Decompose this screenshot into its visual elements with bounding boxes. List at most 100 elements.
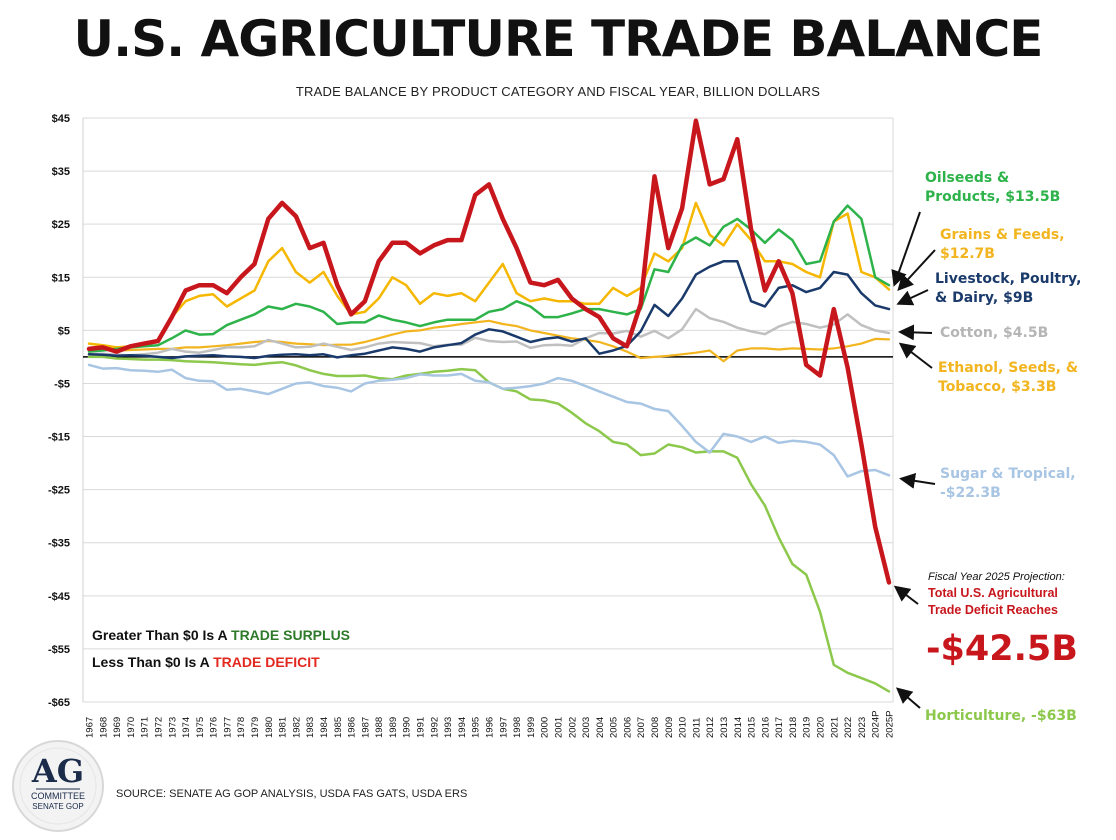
annotation-horticulture: Horticulture, -$63B xyxy=(925,708,1077,724)
x-tick-label: 1996 xyxy=(485,717,496,738)
series-line-oilseeds-products xyxy=(87,204,891,353)
annotation-livestock-poultry-dairy: Livestock, Poultry, & Dairy, $9B xyxy=(935,271,1081,306)
x-tick-label: 1969 xyxy=(112,717,123,738)
y-tick-label: -$15 xyxy=(48,432,70,444)
y-tick-label: -$45 xyxy=(48,591,70,603)
y-tick-label: $45 xyxy=(52,113,70,125)
x-tick-label: 1987 xyxy=(360,717,371,738)
source-note: SOURCE: SENATE AG GOP ANALYSIS, USDA FAS… xyxy=(116,788,468,800)
series-line-sugar-tropical xyxy=(87,363,891,478)
x-tick-label: 1995 xyxy=(471,717,482,738)
y-tick-label: -$5 xyxy=(54,378,70,390)
x-tick-label: 1990 xyxy=(402,717,413,738)
x-tick-label: 1985 xyxy=(333,717,344,738)
y-tick-label: $15 xyxy=(52,272,70,284)
annotation-ethanol-seeds-tobacco: Ethanol, Seeds, & Tobacco, $3.3B xyxy=(938,360,1078,395)
x-tick-label: 1981 xyxy=(278,717,289,738)
x-tick-label: 2022 xyxy=(843,717,854,738)
logo-senate-gop-text: SENATE GOP xyxy=(32,802,83,811)
deficit-word: TRADE DEFICIT xyxy=(213,654,320,670)
x-tick-label: 1983 xyxy=(305,717,316,738)
projection-line-2: Trade Deficit Reaches xyxy=(928,603,1058,617)
x-tick-label: 2013 xyxy=(719,717,730,738)
series-annotations: Oilseeds & Products, $13.5B Grains & Feeds… xyxy=(925,170,1081,724)
y-tick-label: -$55 xyxy=(48,644,70,656)
annotation-sugar-tropical: Sugar & Tropical, -$22.3B xyxy=(940,466,1076,501)
x-tick-label: 1989 xyxy=(388,717,399,738)
x-tick-label: 2011 xyxy=(691,718,702,738)
x-tick-label: 1972 xyxy=(153,717,164,738)
x-tick-label: 2009 xyxy=(664,717,675,738)
x-tick-label: 1993 xyxy=(443,717,454,738)
grid-lines xyxy=(82,117,894,703)
x-tick-label: 2008 xyxy=(650,717,661,738)
x-tick-label: 2004 xyxy=(595,717,606,738)
annotation-arrows xyxy=(891,211,936,709)
projection-callout: Fiscal Year 2025 Projection: Total U.S. A… xyxy=(926,571,1078,669)
x-tick-label: 1984 xyxy=(319,717,330,738)
annotation-grains-feeds: Grains & Feeds, $12.7B xyxy=(940,227,1065,262)
series-line-ethanol-seeds-tobacco xyxy=(87,319,891,363)
x-tick-label: 1971 xyxy=(140,717,151,738)
x-tick-label: 1977 xyxy=(222,717,233,738)
series-line-cotton xyxy=(87,307,891,357)
x-tick-label: 1986 xyxy=(347,717,358,738)
x-tick-label: 2017 xyxy=(774,717,785,738)
projection-arrow xyxy=(893,585,919,605)
projection-value: -$42.5B xyxy=(926,629,1078,669)
x-tick-label: 1999 xyxy=(526,717,537,738)
chart-subtitle: TRADE BALANCE BY PRODUCT CATEGORY AND FI… xyxy=(295,84,821,99)
x-tick-label: 2025P xyxy=(885,711,896,738)
x-tick-label: 2023 xyxy=(857,717,868,738)
x-tick-label: 1967 xyxy=(85,717,96,738)
x-tick-label: 1978 xyxy=(236,717,247,738)
deficit-note: Less Than $0 Is A TRADE DEFICIT xyxy=(92,654,320,670)
x-tick-label: 2024P xyxy=(871,711,882,738)
x-tick-label: 2021 xyxy=(829,717,840,738)
x-tick-label: 2019 xyxy=(802,717,813,738)
y-tick-label: $25 xyxy=(52,219,70,231)
x-tick-label: 1992 xyxy=(429,717,440,738)
x-tick-label: 2006 xyxy=(622,717,633,738)
y-axis-tick-labels: $45 $35 $25 $15 $5 -$5 -$15 -$25 -$35 -$45 -$55 -$6… xyxy=(48,113,70,709)
annotation-arrow xyxy=(899,472,936,489)
x-tick-label: 2012 xyxy=(705,717,716,738)
annotation-arrow xyxy=(891,211,921,287)
x-tick-label: 2000 xyxy=(540,717,551,738)
series-line-total-u-s-agricultural xyxy=(86,118,892,585)
ag-committee-logo: AG COMMITTEE SENATE GOP xyxy=(12,740,104,832)
y-tick-label: $35 xyxy=(52,166,70,178)
x-tick-label: 2010 xyxy=(678,717,689,738)
annotation-arrow xyxy=(898,342,933,369)
x-tick-label: 1976 xyxy=(209,717,220,738)
x-tick-label: 2003 xyxy=(581,717,592,738)
x-tick-label: 2001 xyxy=(553,717,564,738)
y-tick-label: $5 xyxy=(58,325,70,337)
x-tick-label: 2005 xyxy=(609,717,620,738)
x-tick-label: 1980 xyxy=(264,717,275,738)
x-tick-label: 1979 xyxy=(250,717,261,738)
x-tick-label: 2014 xyxy=(733,717,744,738)
x-tick-label: 1998 xyxy=(512,717,523,738)
x-tick-label: 1968 xyxy=(98,717,109,738)
projection-line-1: Total U.S. Agricultural xyxy=(928,586,1058,600)
annotation-arrow xyxy=(896,289,929,306)
x-tick-label: 2015 xyxy=(747,717,758,738)
y-tick-label: -$65 xyxy=(48,697,70,709)
x-tick-label: 2016 xyxy=(760,717,771,738)
x-tick-label: 2018 xyxy=(788,717,799,738)
x-tick-label: 2007 xyxy=(636,717,647,738)
logo-ag-text: AG xyxy=(31,752,84,790)
x-tick-label: 1974 xyxy=(181,717,192,738)
x-axis-tick-labels: 1967 1968 1969 1970 1971 1972 1973 1974 1975 1976… xyxy=(85,711,896,738)
surplus-word: TRADE SURPLUS xyxy=(231,627,350,643)
chart-title: U.S. AGRICULTURE TRADE BALANCE xyxy=(73,10,1044,68)
logo-committee-text: COMMITTEE xyxy=(31,791,85,801)
x-tick-label: 1975 xyxy=(195,717,206,738)
surplus-deficit-note: Greater Than $0 Is A TRADE SURPLUS Less T… xyxy=(92,627,350,670)
annotation-arrow xyxy=(898,324,933,341)
y-tick-label: -$35 xyxy=(48,538,70,550)
x-tick-label: 1991 xyxy=(416,717,427,738)
x-tick-label: 1973 xyxy=(167,717,178,738)
x-tick-label: 2002 xyxy=(567,717,578,738)
